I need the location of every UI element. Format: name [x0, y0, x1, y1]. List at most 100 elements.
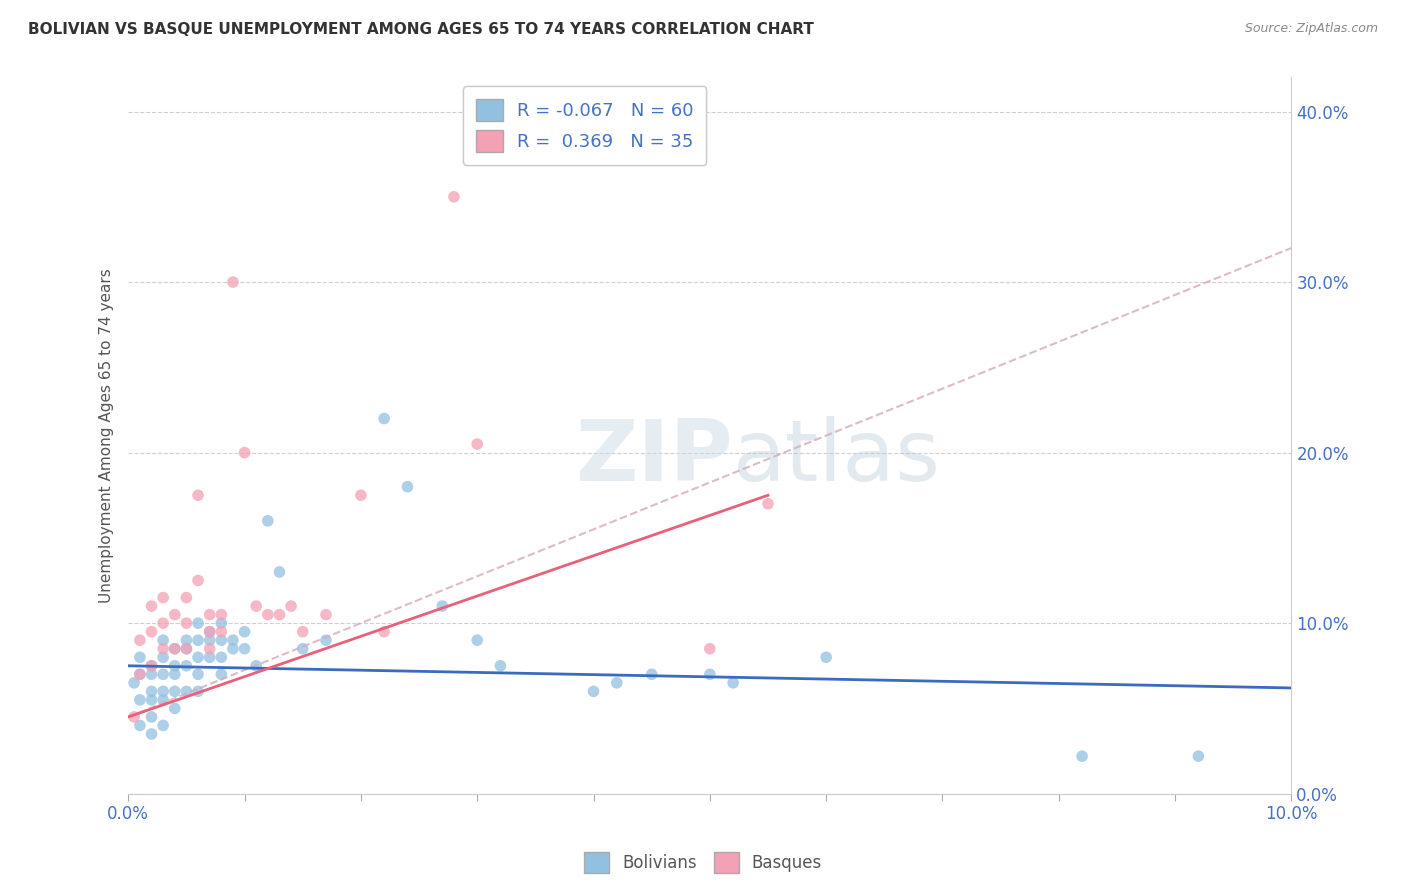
Point — [152, 718, 174, 732]
Point — [233, 624, 256, 639]
Point — [141, 624, 163, 639]
Point — [176, 641, 198, 656]
Point — [152, 591, 174, 605]
Point — [128, 633, 150, 648]
Point — [233, 641, 256, 656]
Point — [198, 650, 221, 665]
Point — [315, 633, 337, 648]
Point — [187, 667, 209, 681]
Point — [245, 599, 267, 613]
Point — [152, 641, 174, 656]
Point — [269, 565, 291, 579]
Point — [256, 514, 278, 528]
Point — [222, 633, 245, 648]
Point — [1071, 749, 1094, 764]
Point — [141, 667, 163, 681]
Point — [152, 650, 174, 665]
Point — [128, 693, 150, 707]
Legend: Bolivians, Basques: Bolivians, Basques — [578, 846, 828, 880]
Point — [163, 684, 186, 698]
Point — [152, 693, 174, 707]
Point — [721, 676, 744, 690]
Point — [128, 667, 150, 681]
Point — [209, 667, 232, 681]
Point — [209, 633, 232, 648]
Point — [128, 667, 150, 681]
Point — [163, 667, 186, 681]
Point — [269, 607, 291, 622]
Point — [350, 488, 373, 502]
Point — [176, 591, 198, 605]
Point — [198, 624, 221, 639]
Legend: R = -0.067   N = 60, R =  0.369   N = 35: R = -0.067 N = 60, R = 0.369 N = 35 — [463, 87, 706, 165]
Point — [373, 624, 395, 639]
Point — [152, 684, 174, 698]
Point — [163, 641, 186, 656]
Point — [163, 658, 186, 673]
Point — [122, 676, 145, 690]
Point — [291, 624, 314, 639]
Point — [373, 411, 395, 425]
Text: Source: ZipAtlas.com: Source: ZipAtlas.com — [1244, 22, 1378, 36]
Point — [582, 684, 605, 698]
Point — [187, 488, 209, 502]
Point — [198, 607, 221, 622]
Point — [141, 658, 163, 673]
Point — [280, 599, 302, 613]
Point — [443, 190, 465, 204]
Point — [152, 667, 174, 681]
Point — [1187, 749, 1209, 764]
Point — [141, 599, 163, 613]
Point — [233, 445, 256, 459]
Point — [128, 718, 150, 732]
Point — [128, 650, 150, 665]
Point — [222, 641, 245, 656]
Point — [187, 574, 209, 588]
Point — [432, 599, 454, 613]
Point — [209, 650, 232, 665]
Point — [256, 607, 278, 622]
Point — [396, 480, 419, 494]
Point — [699, 641, 721, 656]
Point — [152, 633, 174, 648]
Point — [209, 607, 232, 622]
Point — [187, 684, 209, 698]
Point — [141, 693, 163, 707]
Point — [198, 624, 221, 639]
Point — [209, 624, 232, 639]
Point — [141, 658, 163, 673]
Point — [699, 667, 721, 681]
Point — [176, 633, 198, 648]
Text: atlas: atlas — [733, 416, 941, 499]
Point — [187, 650, 209, 665]
Point — [641, 667, 664, 681]
Point — [222, 275, 245, 289]
Point — [176, 616, 198, 631]
Point — [176, 658, 198, 673]
Point — [209, 616, 232, 631]
Point — [465, 633, 488, 648]
Point — [187, 633, 209, 648]
Point — [152, 616, 174, 631]
Point — [198, 641, 221, 656]
Point — [163, 641, 186, 656]
Point — [291, 641, 314, 656]
Point — [245, 658, 267, 673]
Y-axis label: Unemployment Among Ages 65 to 74 years: Unemployment Among Ages 65 to 74 years — [100, 268, 114, 603]
Point — [815, 650, 838, 665]
Point — [315, 607, 337, 622]
Point — [141, 727, 163, 741]
Point — [176, 684, 198, 698]
Point — [122, 710, 145, 724]
Point — [163, 607, 186, 622]
Point — [198, 633, 221, 648]
Point — [176, 641, 198, 656]
Point — [163, 701, 186, 715]
Point — [187, 616, 209, 631]
Point — [465, 437, 488, 451]
Point — [489, 658, 512, 673]
Point — [606, 676, 628, 690]
Text: BOLIVIAN VS BASQUE UNEMPLOYMENT AMONG AGES 65 TO 74 YEARS CORRELATION CHART: BOLIVIAN VS BASQUE UNEMPLOYMENT AMONG AG… — [28, 22, 814, 37]
Point — [141, 684, 163, 698]
Point — [756, 497, 779, 511]
